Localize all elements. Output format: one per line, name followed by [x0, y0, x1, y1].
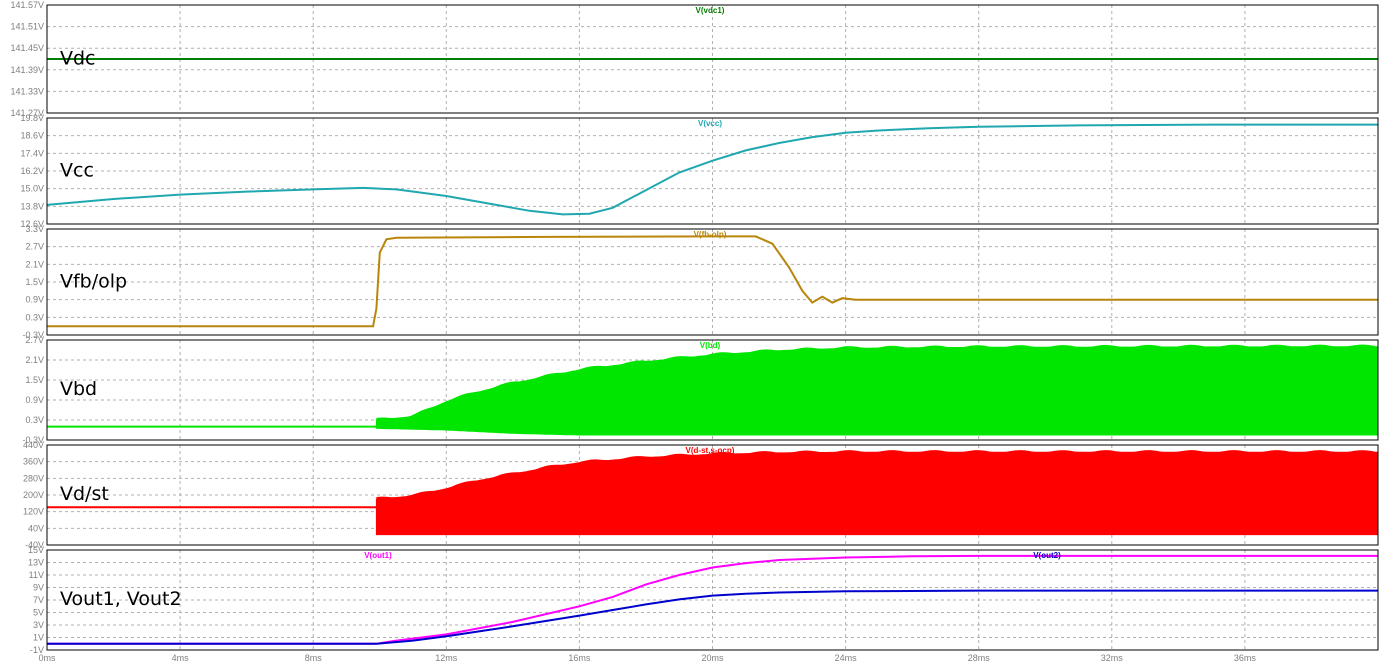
y-tick-label: 13.8V	[20, 201, 44, 211]
y-tick-label: 12.6V	[20, 219, 44, 229]
y-tick-label: 5V	[33, 608, 44, 618]
pane-frame	[46, 339, 1379, 441]
pane-vdst: 440V 360V 280V 200V 120V 40V -40V V(d-st,s-ocp)…	[23, 440, 1379, 550]
y-tick-label: 40V	[28, 523, 44, 533]
series-label: V(out1)	[364, 551, 392, 560]
pane-vbd: 2.7V 2.1V 1.5V 0.9V 0.3V -0.3V V(bd) Vbd	[22, 335, 1379, 445]
x-tick-label: 28ms	[968, 653, 991, 663]
x-axis: 0ms 4ms 8ms 12ms 16ms 20ms 24ms 28ms 32ms 36ms	[38, 653, 1256, 663]
y-tick-label: 440V	[23, 440, 44, 450]
y-tick-label: -40V	[25, 540, 44, 550]
x-tick-label: 20ms	[701, 653, 724, 663]
series-label: V(d-st,s-ocp)	[686, 446, 735, 455]
y-tick-label: 2.7V	[25, 242, 44, 252]
series-line-V(out2)	[47, 589, 1378, 645]
y-tick-label: 141.57V	[10, 0, 44, 10]
y-tick-label: 16.2V	[20, 166, 44, 176]
series-band-V(bd)	[375, 346, 1379, 436]
pane-annotation: Vcc	[60, 159, 94, 181]
pane-annotation: Vfb/olp	[60, 270, 127, 292]
series-label: V(vcc)	[698, 119, 722, 128]
y-tick-label: 200V	[23, 490, 44, 500]
y-tick-label: 1.5V	[25, 277, 44, 287]
y-tick-label: 1V	[33, 633, 44, 643]
pane-vfb: 3.3V 2.7V 2.1V 1.5V 0.9V 0.3V -0.3V V(fb-olp) Vf…	[22, 224, 1379, 340]
pane-frame	[46, 549, 1379, 651]
y-tick-label: 360V	[23, 457, 44, 467]
y-tick-label: 11V	[29, 570, 44, 580]
y-tick-label: 13V	[28, 558, 44, 568]
pane-frame	[46, 444, 1379, 546]
series-label: V(fb-olp)	[694, 230, 727, 239]
y-tick-label: 18.6V	[20, 131, 44, 141]
y-tick-label: 2.1V	[25, 259, 44, 269]
pane-annotation: Vbd	[60, 378, 97, 400]
y-tick-label: 0.9V	[25, 295, 44, 305]
x-tick-label: 32ms	[1101, 653, 1124, 663]
y-tick-label: -0.3V	[22, 330, 44, 340]
y-tick-label: 3.3V	[25, 224, 44, 234]
series-label: V(out2)	[1033, 551, 1061, 560]
x-tick-label: 12ms	[435, 653, 458, 663]
pane-annotation: Vdc	[60, 47, 96, 69]
pane-frame	[46, 4, 1379, 114]
pane-frame	[46, 117, 1379, 225]
y-tick-label: 141.39V	[10, 65, 44, 75]
y-tick-label: 141.33V	[10, 86, 44, 96]
x-tick-label: 4ms	[172, 653, 190, 663]
pane-vout: 15V 13V 11V 9V 7V 5V 3V 1V -1V V(out1) V(out2) Vout…	[28, 545, 1379, 655]
y-tick-label: 120V	[23, 507, 44, 517]
series-band-V(d-st,s-ocp)	[375, 451, 1379, 536]
pane-annotation: Vout1, Vout2	[60, 588, 182, 610]
series-line-V(fb-olp)	[47, 235, 1378, 328]
pane-vdc: 141.57V 141.51V 141.45V 141.39V 141.33V 141.2…	[10, 0, 1379, 118]
pane-vcc: 19.8V 18.6V 17.4V 16.2V 15.0V 13.8V 12.6V V(vcc…	[20, 113, 1379, 229]
pane-annotation: Vd/st	[60, 483, 109, 505]
y-tick-label: 15.0V	[20, 184, 44, 194]
y-tick-label: 7V	[33, 595, 44, 605]
series-label: V(bd)	[700, 341, 721, 350]
y-tick-label: 0.9V	[25, 395, 44, 405]
y-tick-label: -0.3V	[22, 435, 44, 445]
y-tick-label: 1.5V	[25, 375, 44, 385]
y-tick-label: 0.3V	[25, 312, 44, 322]
y-tick-label: 2.7V	[25, 335, 44, 345]
x-tick-label: 16ms	[568, 653, 591, 663]
y-tick-label: 141.45V	[10, 43, 44, 53]
x-tick-label: 0ms	[38, 653, 56, 663]
series-band-edge-V(d-st,s-ocp)	[376, 450, 1375, 500]
pane-frame	[46, 228, 1379, 336]
series-band-edge-V(bd)	[376, 344, 1375, 421]
y-tick-label: 17.4V	[20, 148, 44, 158]
y-tick-label: 0.3V	[25, 415, 44, 425]
y-tick-label: 19.8V	[20, 113, 44, 123]
y-tick-label: 280V	[23, 473, 44, 483]
x-tick-label: 8ms	[305, 653, 323, 663]
y-tick-label: 141.51V	[10, 22, 44, 32]
series-line-V(out1)	[47, 554, 1378, 645]
y-tick-label: 141.27V	[10, 108, 44, 118]
x-tick-label: 24ms	[835, 653, 858, 663]
series-line-V(vcc)	[46, 123, 1378, 216]
y-tick-label: 3V	[33, 620, 44, 630]
y-tick-label: -1V	[30, 645, 44, 655]
x-tick-label: 36ms	[1234, 653, 1257, 663]
series-label: V(vdc1)	[696, 6, 725, 15]
y-tick-label: 9V	[33, 583, 44, 593]
y-tick-label: 15V	[28, 545, 44, 555]
y-tick-label: 2.1V	[25, 355, 44, 365]
